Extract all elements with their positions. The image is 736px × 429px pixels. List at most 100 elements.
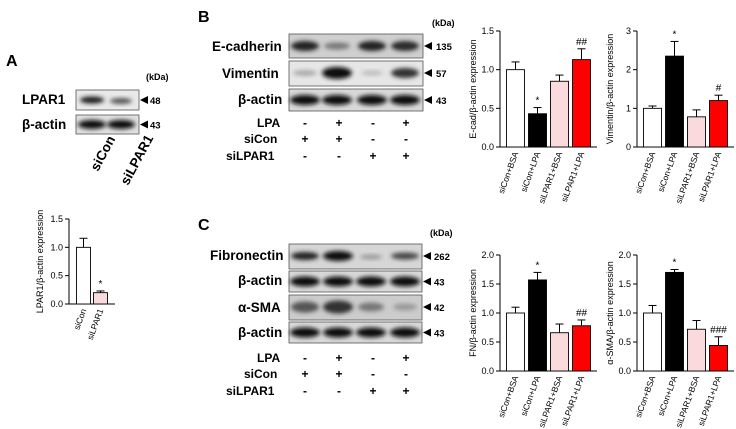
- bar: [506, 69, 525, 148]
- bar: [76, 246, 91, 305]
- y-tick-label: 1.5: [481, 26, 494, 36]
- trt-c-lpa-4: +: [402, 351, 409, 365]
- band-b-vim-2: [322, 67, 352, 79]
- lane-a-silpar1: siLPAR1: [117, 132, 156, 188]
- trt-b-sicon-4: -: [404, 132, 408, 146]
- trt-b-lpa-3: -: [371, 116, 375, 130]
- trt-c-silpar1-4: +: [402, 384, 409, 398]
- significance-mark: #: [716, 83, 722, 94]
- category-label: siLPAR1+LPA: [696, 374, 724, 427]
- category-label: siLPAR1+LPA: [559, 374, 587, 427]
- mw-b-vim: 57: [436, 69, 447, 80]
- panel-a-label: A: [6, 53, 18, 70]
- trt-b-silpar1-4: +: [402, 149, 409, 163]
- category-label: siLPAR1+LPA: [696, 150, 724, 203]
- trt-b-sicon-2: +: [335, 132, 342, 146]
- panel-c-kda-label: (kDa): [430, 228, 453, 238]
- band-c-asma-2: [323, 300, 353, 314]
- band-c-fn-4: [391, 252, 419, 260]
- category-label: siCon+LPA: [519, 150, 543, 193]
- y-tick-label: 1.5: [50, 214, 63, 224]
- mw-c-actin2: 43: [434, 329, 445, 340]
- blot-c-actin1: [288, 270, 423, 293]
- category-label: siCon+LPA: [519, 374, 543, 417]
- mw-c-fn: 262: [434, 252, 450, 263]
- bar: [528, 113, 547, 148]
- blot-a-lpar1-label: LPAR1: [22, 92, 66, 107]
- panel-c-label: C: [198, 217, 210, 234]
- band-b-ecad-4: [391, 41, 419, 51]
- arrow-c-actin2: [423, 328, 431, 337]
- band-b-ecad-1: [291, 41, 319, 51]
- chart-b-vimentin: 0 1 2 3 Vimentin/β-actin expression siCon+BSA…: [605, 26, 734, 205]
- bar: [506, 312, 525, 372]
- band-b-actin-2: [322, 95, 352, 105]
- band-a-lpar1-2: [110, 98, 132, 104]
- mw-c-asma: 42: [434, 303, 445, 314]
- category-label: siCon+BSA: [633, 150, 657, 195]
- category-label: siCon+BSA: [496, 150, 520, 195]
- trt-c-silpar1-3: +: [369, 384, 376, 398]
- band-c-actin2-3: [356, 327, 386, 338]
- band-c-actin1-3: [356, 276, 386, 287]
- blot-c-asma-label: α-SMA: [238, 300, 281, 315]
- blot-b-ecad-label: E-cadherin: [212, 39, 282, 54]
- y-axis-label: α-SMA/β-actin expression: [605, 261, 615, 364]
- y-axis-label: Vimentin/β-actin expression: [605, 34, 615, 145]
- category-label: siCon+LPA: [656, 150, 680, 193]
- trt-c-sicon-3: -: [371, 367, 375, 381]
- significance-mark: *: [99, 279, 103, 290]
- mw-b-actin: 43: [436, 96, 447, 107]
- bar: [687, 116, 706, 148]
- significance-mark: *: [536, 260, 540, 271]
- blot-b-actin: [288, 88, 424, 112]
- bar: [643, 312, 662, 372]
- trt-b-sicon-3: -: [371, 132, 375, 146]
- band-b-vim-4: [391, 68, 419, 78]
- y-tick-label: 0.0: [481, 366, 494, 376]
- chart-b-ecad: 0.0 0.5 1.0 1.5E-cad/β-actin expression siCo…: [468, 26, 597, 205]
- y-tick-label: 1.0: [618, 308, 631, 318]
- panel-b-kda-label: (kDa): [432, 18, 455, 28]
- band-b-vim-1: [293, 70, 317, 76]
- y-tick-label: 1: [626, 103, 631, 113]
- band-b-vim-3: [361, 70, 383, 76]
- chart-a-lpar1: 0.0 0.5 1.0 1.5 LPAR1/β-actin expression siCo…: [35, 210, 115, 341]
- significance-mark: *: [673, 258, 677, 269]
- band-b-ecad-2: [324, 42, 350, 50]
- blot-a-lpar1: [75, 89, 140, 111]
- category-label: siCon+LPA: [656, 374, 680, 417]
- y-tick-label: 1.5: [481, 279, 494, 289]
- lane-a-sicon: siCon: [87, 133, 118, 173]
- bar: [550, 332, 569, 372]
- significance-mark: ##: [576, 37, 588, 48]
- y-tick-label: 2: [626, 65, 631, 75]
- significance-mark: *: [536, 96, 540, 107]
- trt-b-silpar1-1: -: [303, 149, 307, 163]
- trt-c-lpa-3: -: [371, 351, 375, 365]
- trt-c-silpar1-1: -: [303, 384, 307, 398]
- blot-c-fn-label: Fibronectin: [210, 248, 284, 263]
- bar: [665, 271, 684, 372]
- bar: [528, 279, 547, 372]
- band-c-actin2-1: [290, 327, 320, 338]
- trt-b-silpar1-label: siLPAR1: [226, 149, 275, 163]
- arrow-b-actin: [424, 96, 432, 104]
- trt-c-sicon-label: siCon: [244, 367, 277, 381]
- y-tick-label: 0.5: [618, 337, 631, 347]
- arrow-b-vim: [424, 69, 432, 77]
- y-axis-label: E-cad/β-actin expression: [468, 39, 478, 138]
- band-c-fn-2: [323, 251, 353, 261]
- significance-mark: ###: [710, 325, 727, 336]
- bar: [550, 80, 569, 148]
- band-a-actin-2: [107, 120, 135, 129]
- band-c-actin1-1: [290, 276, 320, 287]
- trt-c-silpar1-2: -: [337, 384, 341, 398]
- bar: [93, 292, 108, 305]
- category-label: siCon+BSA: [633, 374, 657, 419]
- band-c-asma-4: [393, 303, 417, 311]
- y-axis-label: FN/β-actin expression: [468, 269, 478, 357]
- band-c-fn-3: [360, 254, 382, 260]
- panel-a-kda-label: (kDa): [146, 72, 169, 82]
